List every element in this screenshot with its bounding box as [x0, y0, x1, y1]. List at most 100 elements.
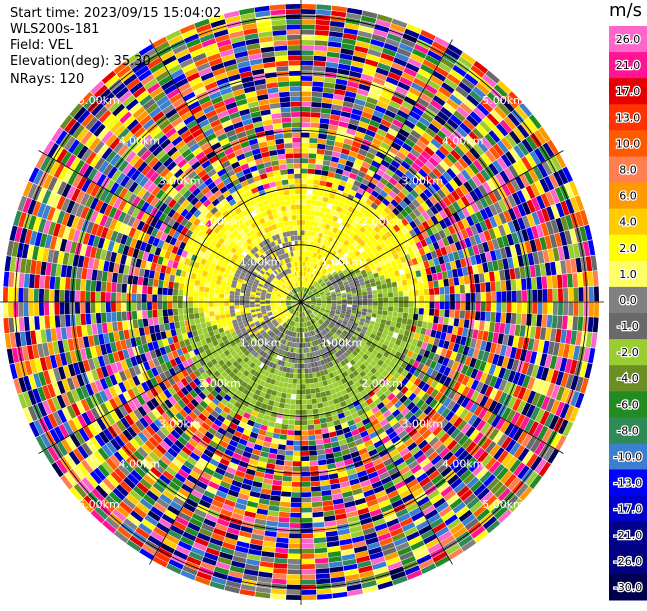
- velocity-gate: [310, 123, 319, 128]
- velocity-gate: [301, 246, 304, 251]
- velocity-gate: [276, 460, 285, 466]
- velocity-gate: [308, 425, 315, 430]
- velocity-gate: [301, 45, 314, 50]
- velocity-gate: [316, 206, 322, 212]
- velocity-gate: [588, 271, 594, 286]
- velocity-gate: [313, 76, 325, 82]
- velocity-gate: [393, 292, 398, 297]
- velocity-gate: [471, 293, 476, 302]
- velocity-gate: [301, 199, 306, 204]
- velocity-gate: [273, 480, 283, 486]
- velocity-gate: [316, 4, 331, 10]
- velocity-gate: [278, 408, 284, 414]
- velocity-gate: [311, 481, 321, 486]
- velocity-gate: [302, 538, 314, 543]
- velocity-gate: [494, 271, 500, 282]
- velocity-gate: [470, 311, 475, 320]
- velocity-gate: [288, 564, 301, 569]
- velocity-gate: [321, 485, 331, 491]
- velocity-gate: [301, 353, 304, 358]
- velocity-gate: [317, 403, 323, 409]
- velocity-gate: [290, 523, 301, 528]
- velocity-gate: [289, 533, 301, 538]
- velocity-gate: [455, 302, 460, 310]
- velocity-gate: [444, 286, 449, 294]
- velocity-gate: [454, 277, 460, 285]
- velocity-gate: [301, 102, 311, 107]
- velocity-gate: [377, 310, 382, 315]
- velocity-gate: [320, 175, 327, 181]
- velocity-gate: [293, 451, 301, 456]
- velocity-gate: [409, 296, 414, 302]
- velocity-gate: [430, 330, 436, 338]
- velocity-gate: [480, 283, 485, 293]
- velocity-gate: [301, 40, 314, 45]
- velocity-gate: [320, 418, 327, 424]
- velocity-gate: [301, 343, 303, 348]
- velocity-gate: [301, 107, 311, 112]
- velocity-gate: [496, 312, 502, 322]
- velocity-gate: [347, 297, 352, 300]
- velocity-gate: [296, 343, 299, 348]
- velocity-gate: [296, 405, 301, 410]
- velocity-gate: [321, 490, 331, 496]
- velocity-gate: [301, 420, 307, 425]
- velocity-gate: [577, 317, 583, 331]
- velocity-gate: [517, 302, 522, 313]
- velocity-gate: [301, 415, 307, 420]
- velocity-gate: [593, 271, 599, 286]
- velocity-gate: [318, 382, 323, 388]
- velocity-gate: [368, 302, 373, 306]
- velocity-gate: [314, 424, 321, 430]
- velocity-gate: [289, 538, 301, 543]
- velocity-gate: [447, 270, 453, 278]
- velocity-gate: [317, 594, 332, 600]
- velocity-gate: [315, 211, 320, 217]
- velocity-gate: [313, 180, 320, 186]
- velocity-gate: [558, 288, 563, 301]
- velocity-gate: [303, 256, 306, 261]
- velocity-gate: [301, 97, 311, 102]
- velocity-gate: [320, 207, 326, 213]
- velocity-gate: [301, 369, 305, 374]
- velocity-gate: [278, 522, 290, 528]
- velocity-gate: [465, 293, 470, 302]
- velocity-gate: [455, 310, 460, 318]
- velocity-gate: [316, 159, 324, 165]
- velocity-gate: [312, 87, 323, 93]
- velocity-gate: [311, 200, 317, 205]
- velocity-gate: [521, 314, 527, 326]
- velocity-gate: [301, 61, 313, 66]
- velocity-gate: [313, 66, 325, 72]
- velocity-gate: [301, 127, 310, 132]
- velocity-gate: [265, 531, 277, 537]
- velocity-gate: [275, 423, 282, 429]
- velocity-gate: [403, 291, 408, 297]
- velocity-gate: [398, 291, 403, 296]
- velocity-gate: [486, 292, 491, 302]
- velocity-gate: [362, 295, 367, 299]
- velocity-gate: [275, 548, 288, 554]
- velocity-gate: [422, 321, 428, 328]
- velocity-gate: [536, 277, 542, 289]
- velocity-gate: [266, 463, 275, 469]
- velocity-gate: [322, 98, 333, 104]
- velocity-gate: [329, 167, 337, 173]
- velocity-gate: [352, 305, 357, 308]
- velocity-gate: [201, 323, 207, 329]
- velocity-gate: [310, 461, 319, 466]
- velocity-gate: [393, 312, 398, 317]
- velocity-gate: [563, 288, 568, 302]
- velocity-gate: [372, 290, 377, 294]
- velocity-gate: [281, 424, 288, 430]
- velocity-gate: [314, 548, 327, 554]
- velocity-gate: [419, 302, 424, 308]
- velocity-gate: [489, 272, 495, 282]
- velocity-gate: [286, 445, 294, 450]
- velocity-gate: [271, 594, 286, 600]
- velocity-gate: [522, 290, 527, 301]
- velocity-gate: [325, 521, 337, 527]
- velocity-gate: [307, 179, 313, 184]
- velocity-gate: [301, 379, 305, 384]
- velocity-gate: [501, 313, 507, 324]
